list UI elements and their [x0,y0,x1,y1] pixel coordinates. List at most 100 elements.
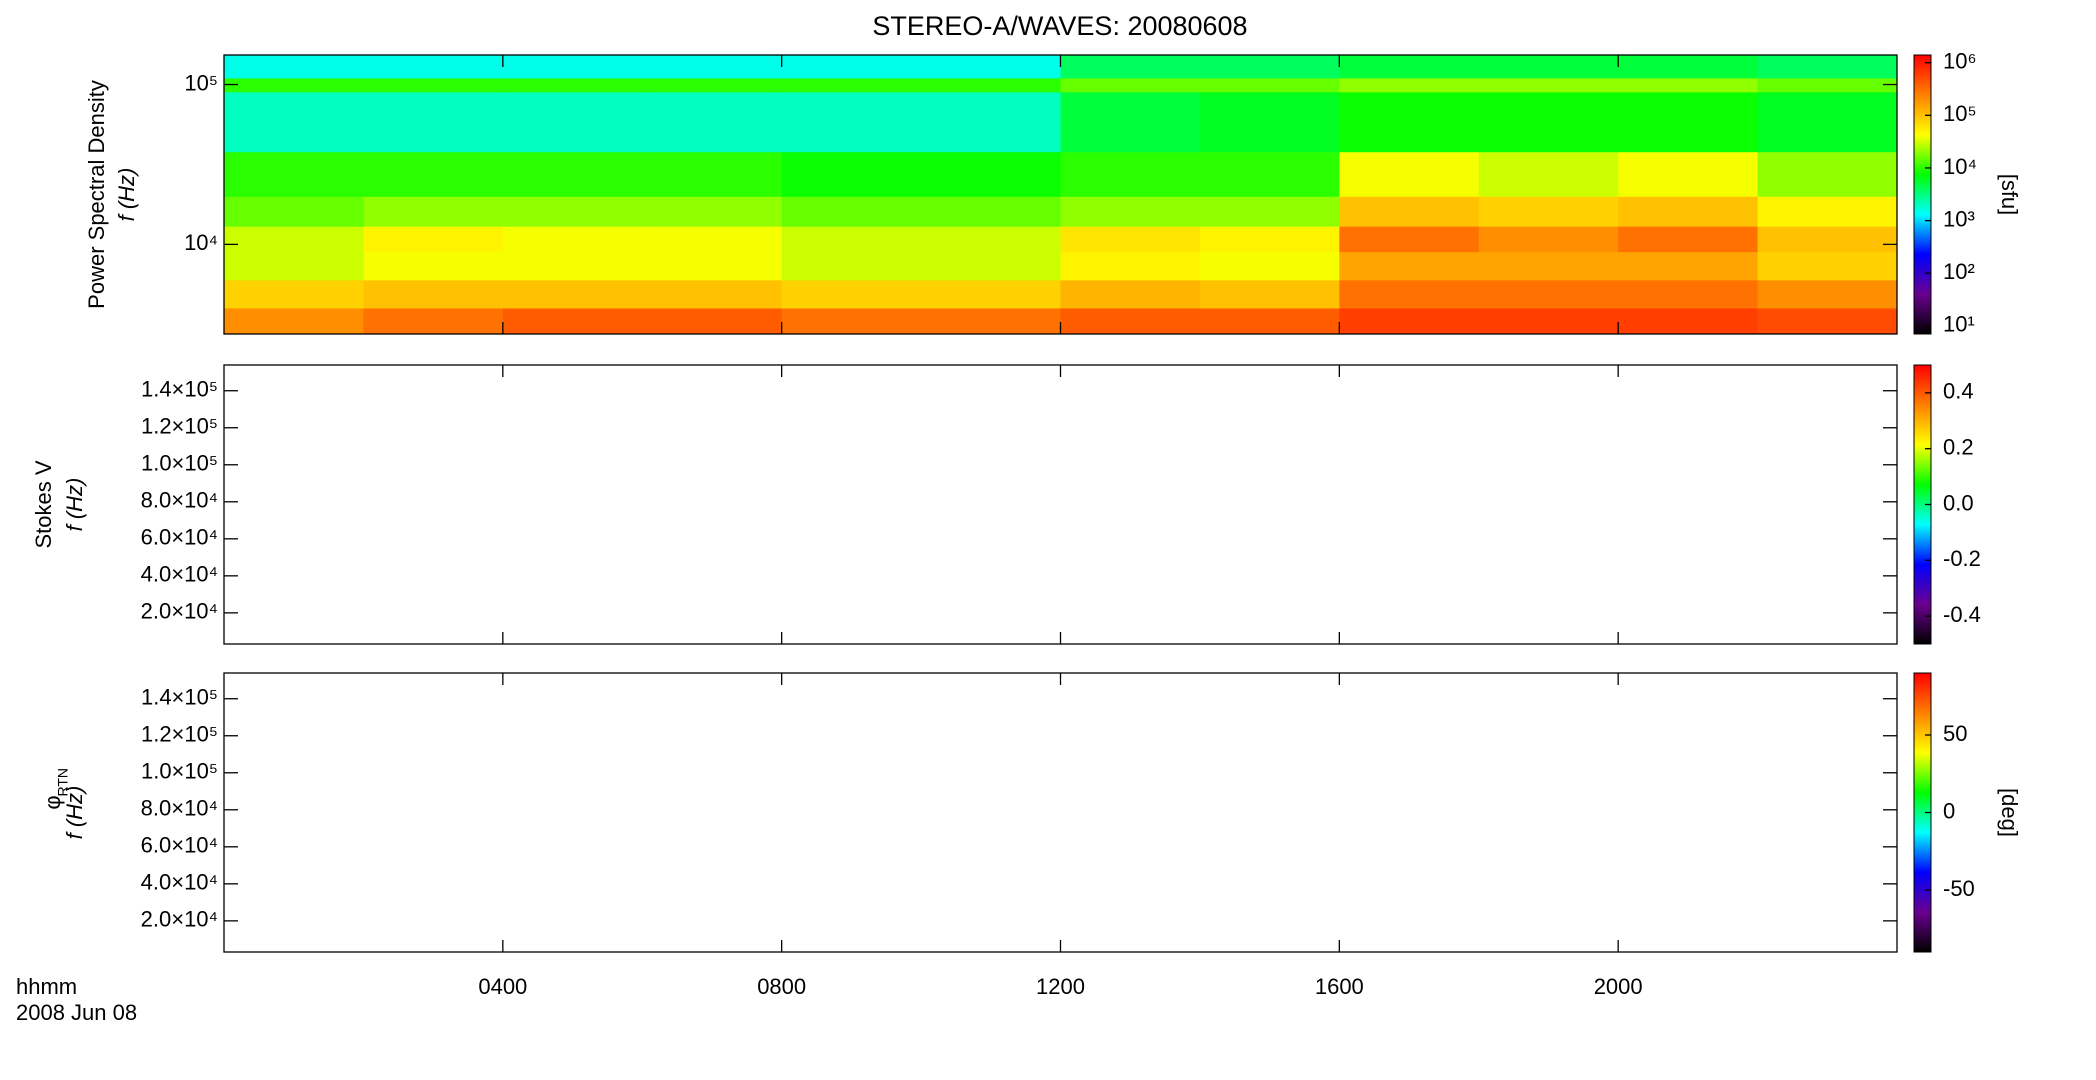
chart-title: STEREO-A/WAVES: 20080608 [872,11,1247,41]
heatmap-cell [1618,226,1759,253]
heatmap-cell [642,226,783,253]
y-tick-label: 1.4×10⁵ [141,685,218,710]
heatmap-cell [642,91,783,153]
y-tick-label: 2.0×10⁴ [141,599,218,624]
heatmap-cell [1060,196,1201,227]
heatmap-cell [1199,279,1340,309]
heatmap-cell [1478,196,1619,227]
x-tick-label: 1200 [1036,974,1085,999]
heatmap-cell [224,251,364,281]
heatmap-cell [224,151,364,197]
heatmap-cell [921,55,1061,79]
heatmap-cell [1199,307,1340,335]
heatmap-cell [1060,151,1201,197]
heatmap-cell [1618,196,1759,227]
x-tick-label: 0400 [478,974,527,999]
heatmap-cell [781,55,922,79]
heatmap-cell [642,55,783,79]
y-tick-label: 2.0×10⁴ [141,907,218,932]
heatmap-cell [1757,55,1898,79]
colorbar-tick-label: 10⁵ [1943,101,1977,126]
heatmap-cell [921,226,1061,253]
y-tick-label: 6.0×10⁴ [141,525,218,550]
date-label: 2008 Jun 08 [16,1000,137,1025]
heatmap-cell [1478,151,1619,197]
heatmap-cell [1060,307,1201,335]
colorbar-tick-label: 10² [1943,259,1975,284]
heatmap-cell [642,307,783,335]
y-tick-label: 10⁵ [184,70,218,95]
heatmap-cell [1757,77,1898,93]
heatmap-cell [224,77,364,93]
x-axis-label: hhmm [16,974,77,999]
heatmap-cell [781,279,922,309]
heatmap-cell [1478,251,1619,281]
heatmap-cell [781,77,922,93]
y-tick-label: 8.0×10⁴ [141,488,218,513]
heatmap-cell [363,151,504,197]
heatmap-cell [921,91,1061,153]
heatmap-cell [781,91,922,153]
y-axis-label: f (Hz) [62,478,87,532]
heatmap-cell [781,151,922,197]
x-tick-label: 0800 [757,974,806,999]
heatmap-cell [781,251,922,281]
y-axis-label-sub: RTN [55,768,71,797]
y-axis-label: Stokes V [31,460,56,548]
heatmap-cell [1060,226,1201,253]
heatmap-cell [1618,151,1759,197]
heatmap-cell [1757,279,1898,309]
y-tick-label: 10⁴ [184,230,218,255]
heatmap-cell [1478,279,1619,309]
heatmap-cell [1339,226,1480,253]
heatmap-cell [921,279,1061,309]
heatmap-cell [781,196,922,227]
heatmap-cell [363,307,504,335]
heatmap-cell [1199,91,1340,153]
heatmap-cell [1199,151,1340,197]
y-tick-label: 1.0×10⁵ [141,451,218,476]
heatmap-cell [921,196,1061,227]
colorbar-label: [sfu] [1997,174,2022,216]
colorbar-label: [deg] [1997,788,2022,837]
y-axis-label: φ [40,795,65,809]
heatmap-cell [1060,251,1201,281]
heatmap-cell [1757,91,1898,153]
y-tick-label: 1.4×10⁵ [141,377,218,402]
y-tick-label: 1.2×10⁵ [141,414,218,439]
heatmap-cell [1339,55,1480,79]
colorbar-tick-label: 0.2 [1943,435,1974,460]
x-tick-label: 1600 [1315,974,1364,999]
heatmap-cell [642,151,783,197]
heatmap-cell [921,151,1061,197]
heatmap-cell [1478,55,1619,79]
colorbar-tick-label: 10⁶ [1943,49,1977,74]
heatmap-cell [363,226,504,253]
y-tick-label: 4.0×10⁴ [141,562,218,587]
y-axis-label: f (Hz) [114,168,139,222]
heatmap-cell [224,91,364,153]
y-axis-label: Power Spectral Density [84,80,109,309]
heatmap-cell [921,77,1061,93]
colorbar [1913,54,1932,335]
heatmap-cell [224,307,364,335]
heatmap-cell [1339,151,1480,197]
heatmap-cell [1618,77,1759,93]
heatmap-cell [1339,196,1480,227]
heatmap-cell [363,196,504,227]
panel-frame [223,672,1898,953]
heatmap-cell [642,196,783,227]
heatmap-cell [642,77,783,93]
colorbar-tick-label: -50 [1943,876,1975,901]
heatmap-cell [1060,55,1201,79]
panel-frame [223,364,1898,645]
heatmap-cell [921,251,1061,281]
heatmap-cell [502,226,643,253]
heatmap-cell [224,196,364,227]
heatmap-cell [1478,91,1619,153]
heatmap-cell [502,77,643,93]
colorbar-tick-label: -0.2 [1943,546,1981,571]
heatmap-cell [1478,307,1619,335]
heatmap-cell [1618,279,1759,309]
